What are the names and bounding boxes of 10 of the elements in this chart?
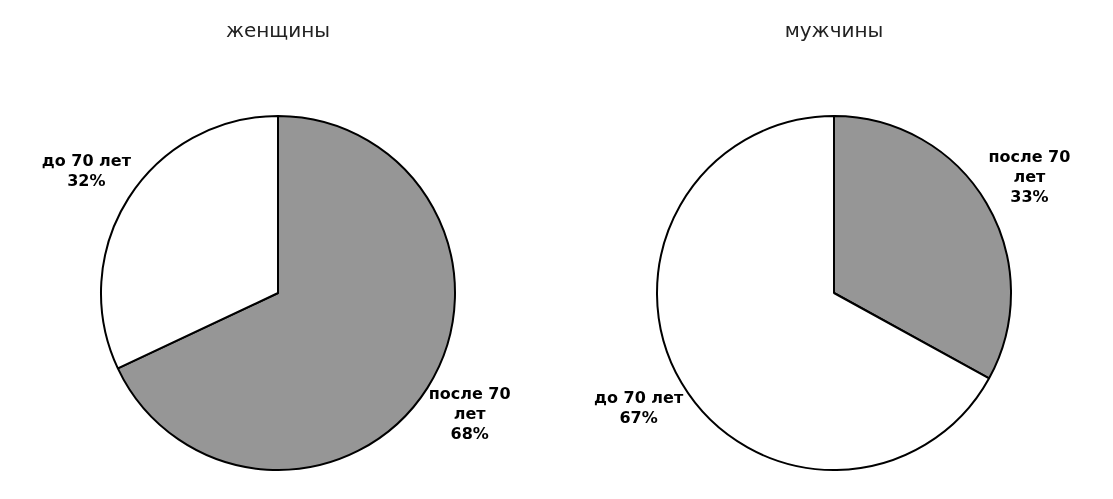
data-label: 32% <box>67 170 106 190</box>
chart-title: женщины <box>224 18 332 44</box>
data-label: 33% <box>1010 186 1049 206</box>
data-label: 67% <box>619 407 658 427</box>
slice-label: до 70 лет <box>594 387 684 407</box>
slice-label: после 70 лет <box>988 146 1071 186</box>
data-label: 68% <box>450 423 489 443</box>
slice-label: после 70 лет <box>428 383 511 423</box>
slice-label: до 70 лет <box>41 150 132 170</box>
chart-title: мужчины <box>783 18 885 44</box>
